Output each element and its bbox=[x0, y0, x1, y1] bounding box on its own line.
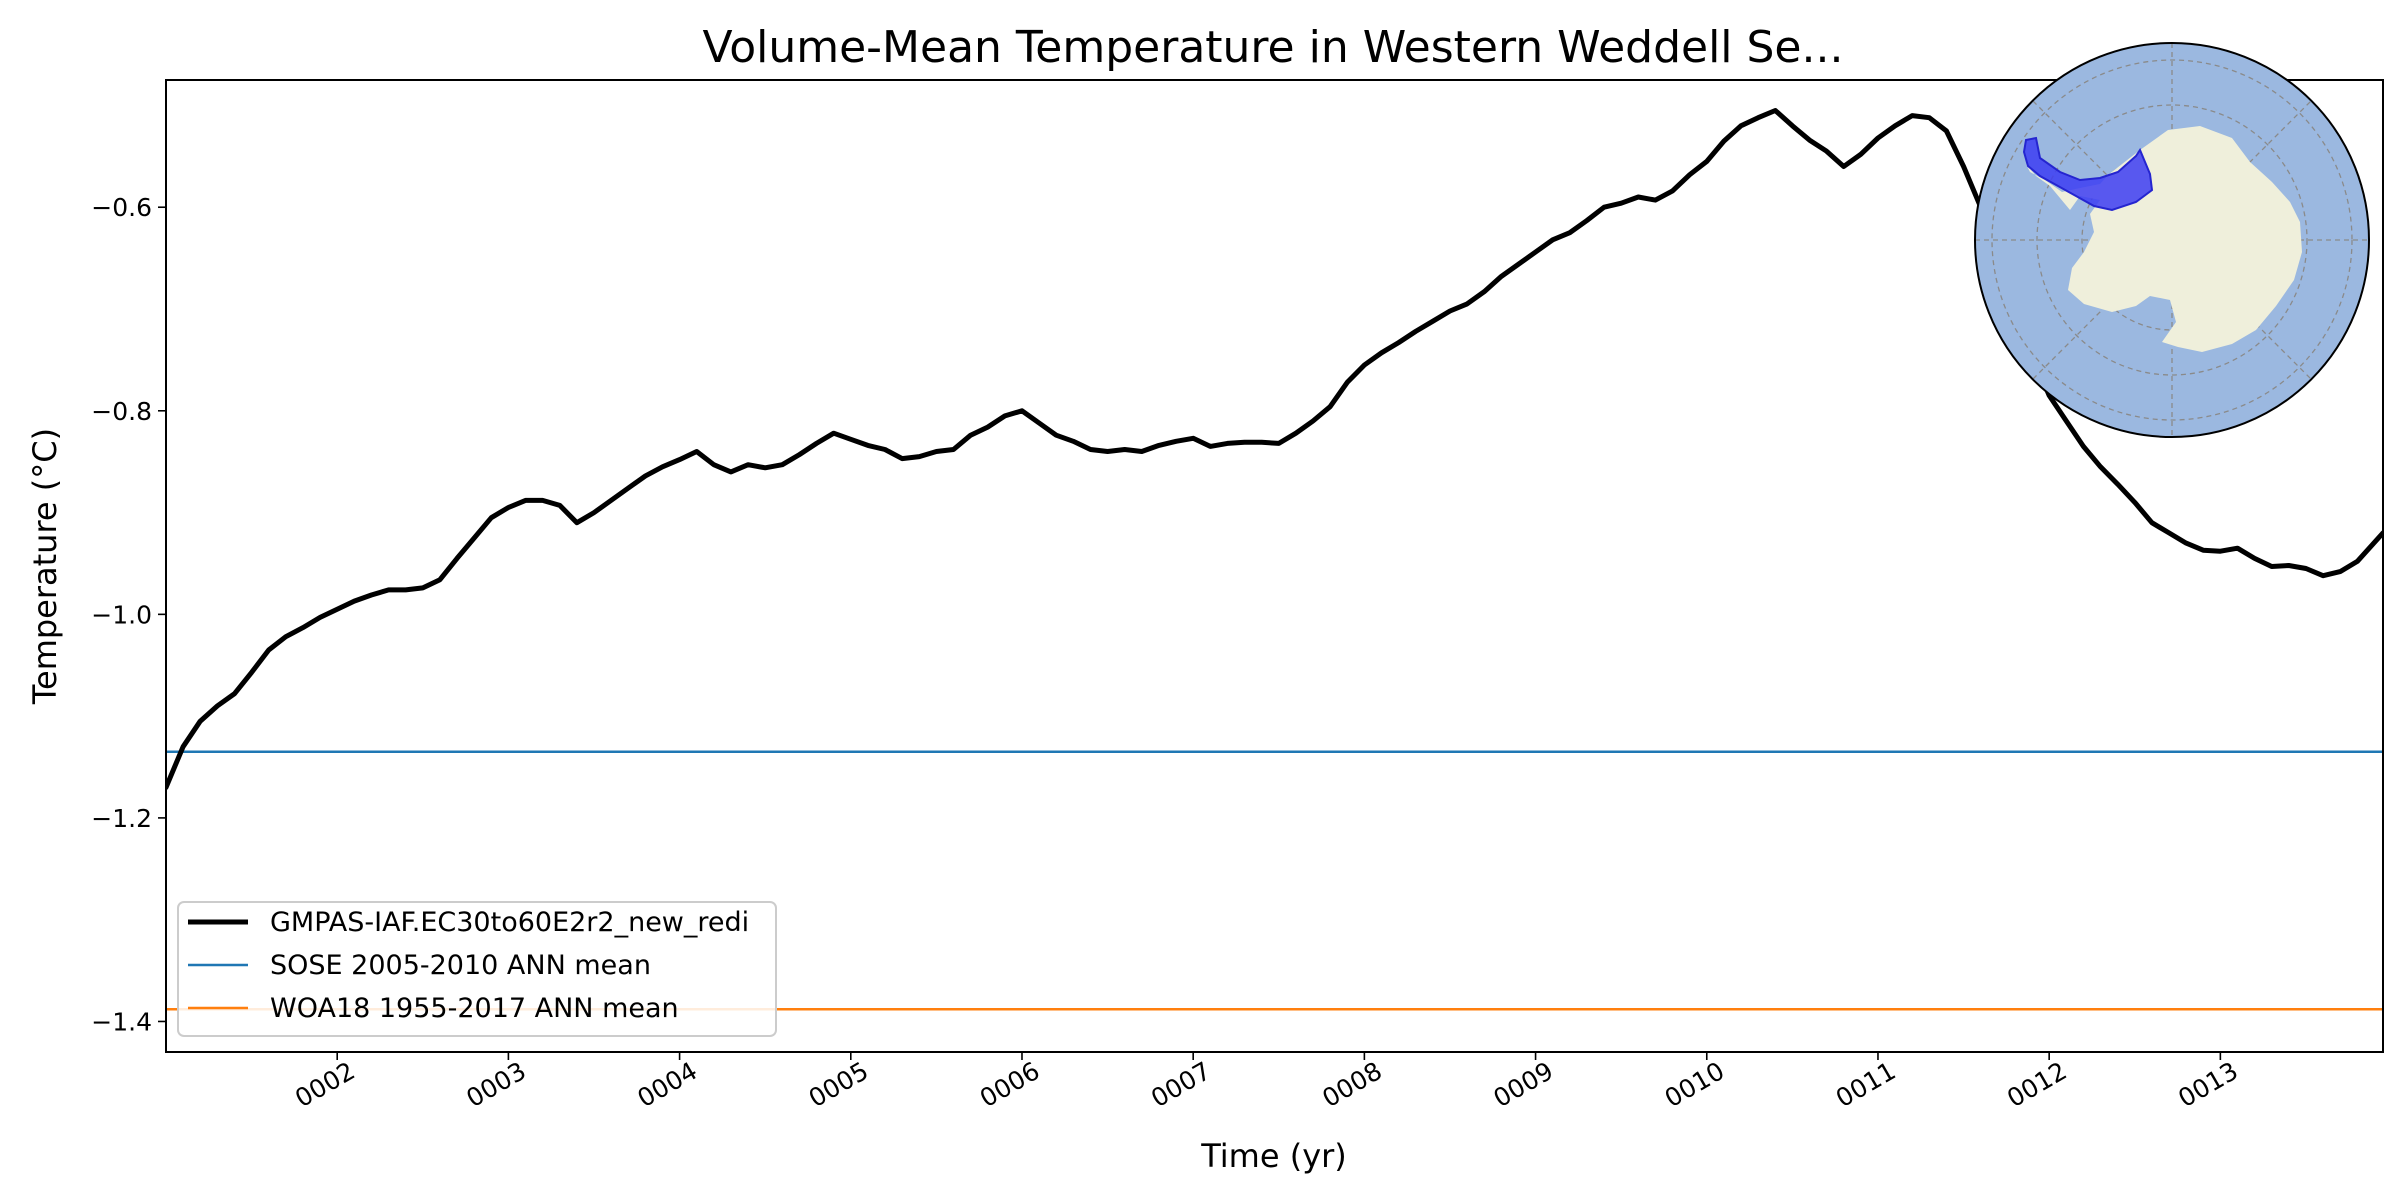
map-antarctica bbox=[2026, 126, 2302, 352]
legend-label: WOA18 1955-2017 ANN mean bbox=[270, 993, 679, 1024]
chart-title: Volume-Mean Temperature in Western Wedde… bbox=[703, 22, 1844, 73]
plot-frame bbox=[165, 79, 2384, 1053]
y-tick-label: −1.0 bbox=[91, 600, 152, 629]
y-tick-label: −1.2 bbox=[91, 804, 152, 833]
legend-label: GMPAS-IAF.EC30to60E2r2_new_redi bbox=[270, 907, 749, 938]
y-tick-label: −0.6 bbox=[91, 193, 152, 222]
map-border bbox=[1974, 42, 2370, 438]
y-axis: −0.6 −0.8 −1.0 −1.2 −1.4 bbox=[91, 193, 166, 1036]
y-tick-label: −1.4 bbox=[91, 1007, 152, 1036]
legend: GMPAS-IAF.EC30to60E2r2_new_redi SOSE 2005… bbox=[177, 901, 777, 1037]
x-axis-label: Time (yr) bbox=[1200, 1137, 1347, 1175]
y-axis-label: Temperature (°C) bbox=[26, 428, 64, 705]
legend-box bbox=[177, 901, 777, 1037]
legend-label: SOSE 2005-2010 ANN mean bbox=[270, 950, 651, 981]
y-tick-label: −0.8 bbox=[91, 397, 152, 426]
map-region-western-weddell-sea bbox=[2022, 136, 2154, 212]
inset-map bbox=[1974, 42, 2370, 438]
